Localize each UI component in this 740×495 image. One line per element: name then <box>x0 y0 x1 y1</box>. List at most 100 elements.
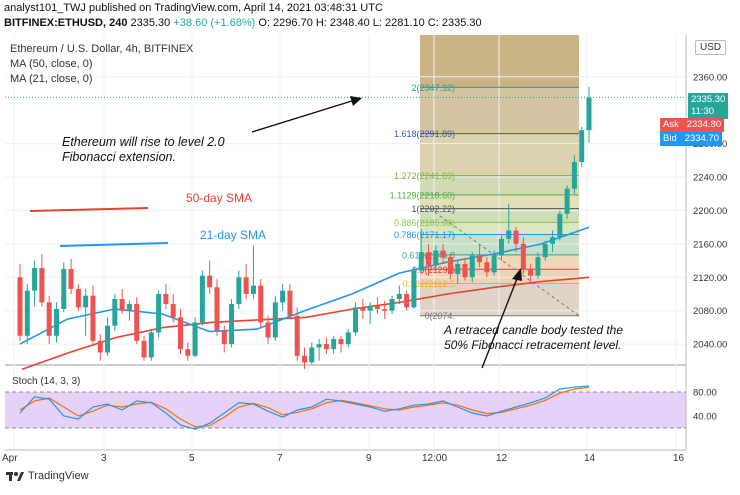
candle-body <box>411 270 417 308</box>
candle-body <box>265 322 271 338</box>
candle-body <box>323 344 329 350</box>
candle <box>477 243 483 268</box>
candle <box>404 290 410 311</box>
candle <box>177 309 183 355</box>
candle <box>506 203 512 244</box>
candle-body <box>214 287 220 331</box>
candle-body <box>550 237 556 244</box>
ma21-legend: MA (21, close, 0) <box>10 73 93 85</box>
candle-body <box>61 268 67 310</box>
candle <box>550 230 556 253</box>
candle <box>207 260 213 294</box>
candle-body <box>280 290 286 303</box>
candle <box>265 315 271 345</box>
candle-body <box>367 305 373 311</box>
fib-label: 1(2202.22) <box>411 204 455 214</box>
candle-body <box>535 257 541 276</box>
candle <box>141 335 147 361</box>
fib-label: 1.272(2241.69) <box>394 171 455 181</box>
candle-body <box>250 285 256 294</box>
candle <box>564 185 570 219</box>
candle-body <box>374 305 380 310</box>
candle <box>90 285 96 345</box>
candle <box>119 288 125 315</box>
candle-body <box>447 257 453 274</box>
candle <box>185 342 191 361</box>
ask-tag: Ask 2334.80 <box>660 118 725 132</box>
sma50-label: 50-day SMA <box>186 191 252 205</box>
x-tick-label: 3 <box>101 453 107 464</box>
annotation-extension-line1: Ethereum will rise to level 2.0 <box>62 135 225 149</box>
y-tick-label: 2120.00 <box>693 273 727 284</box>
candle-body <box>564 188 570 214</box>
candle <box>389 295 395 315</box>
ohlc-values: O: 2296.70 H: 2348.40 L: 2281.10 C: 2335… <box>258 17 482 29</box>
x-tick-label: 7 <box>277 453 283 464</box>
candle <box>586 86 592 143</box>
candle-body <box>528 268 534 276</box>
candle-body <box>141 340 147 358</box>
candle <box>367 302 373 325</box>
candle-body <box>331 339 337 350</box>
candle <box>382 300 388 320</box>
stoch-k-line <box>19 385 590 430</box>
candle-body <box>396 293 402 299</box>
candle <box>134 297 140 345</box>
candle-body <box>462 263 468 278</box>
extension-arrow <box>251 99 356 133</box>
candle-body <box>309 347 315 363</box>
fib-label: 1.618(2291.89) <box>394 129 455 139</box>
candle <box>528 263 534 283</box>
x-tick-label: Apr <box>2 453 18 464</box>
candle-body <box>170 304 176 318</box>
fib-label: 0.382(2112.5 <box>403 279 455 289</box>
candle-body <box>105 325 111 353</box>
price-change: +38.60 (+1.68%) <box>173 17 256 29</box>
stoch-tick: 80.00 <box>693 388 717 399</box>
grid <box>5 35 686 450</box>
candle <box>112 293 118 331</box>
candle-body <box>163 293 169 305</box>
candle <box>535 252 541 279</box>
ask-price: 2334.80 <box>686 119 722 130</box>
candle-body <box>24 290 30 336</box>
chart-legend: Ethereum / U.S. Dollar, 4h, BITFINEX MA … <box>10 42 193 87</box>
candle <box>309 342 315 365</box>
last-price: 2335.30 <box>130 17 171 29</box>
candle <box>440 243 446 264</box>
stoch-tick: 40.00 <box>693 412 717 423</box>
candle-body <box>68 268 74 289</box>
candle-body <box>382 309 388 311</box>
candle-body <box>440 250 446 258</box>
candle <box>316 339 322 361</box>
currency-selector[interactable]: USD <box>695 40 727 55</box>
candle <box>294 307 300 361</box>
sma21-key-line <box>59 242 169 247</box>
candle-body <box>455 263 461 274</box>
y-tick-label: 2240.00 <box>693 173 727 184</box>
footer[interactable]: TradingView <box>6 470 89 482</box>
x-tick-label: 14 <box>584 453 596 464</box>
candle <box>498 235 504 261</box>
candle-countdown: 11:30 <box>691 106 715 117</box>
candle-body <box>404 293 410 308</box>
candle <box>105 317 111 356</box>
candle <box>68 258 74 294</box>
candle <box>396 285 402 305</box>
candle-body <box>17 277 23 336</box>
annotation-extension-line2: Fibonacci extension. <box>62 150 176 164</box>
candle-body <box>207 275 213 288</box>
candle <box>345 329 351 348</box>
candle <box>163 283 169 310</box>
annotations: Ethereum will rise to level 2.0Fibonacci… <box>29 96 623 369</box>
candle <box>258 278 264 328</box>
candle <box>418 228 424 274</box>
candle <box>24 283 30 345</box>
ma50-legend: MA (50, close, 0) <box>10 58 93 70</box>
stochastic-panel: 80.00 40.00 Stoch (14, 3, 3) <box>5 376 717 430</box>
candle-body <box>272 302 278 338</box>
candle-body <box>39 268 45 303</box>
candle-body <box>112 299 118 326</box>
fib-label: 0.786(2171.17) <box>394 230 455 240</box>
